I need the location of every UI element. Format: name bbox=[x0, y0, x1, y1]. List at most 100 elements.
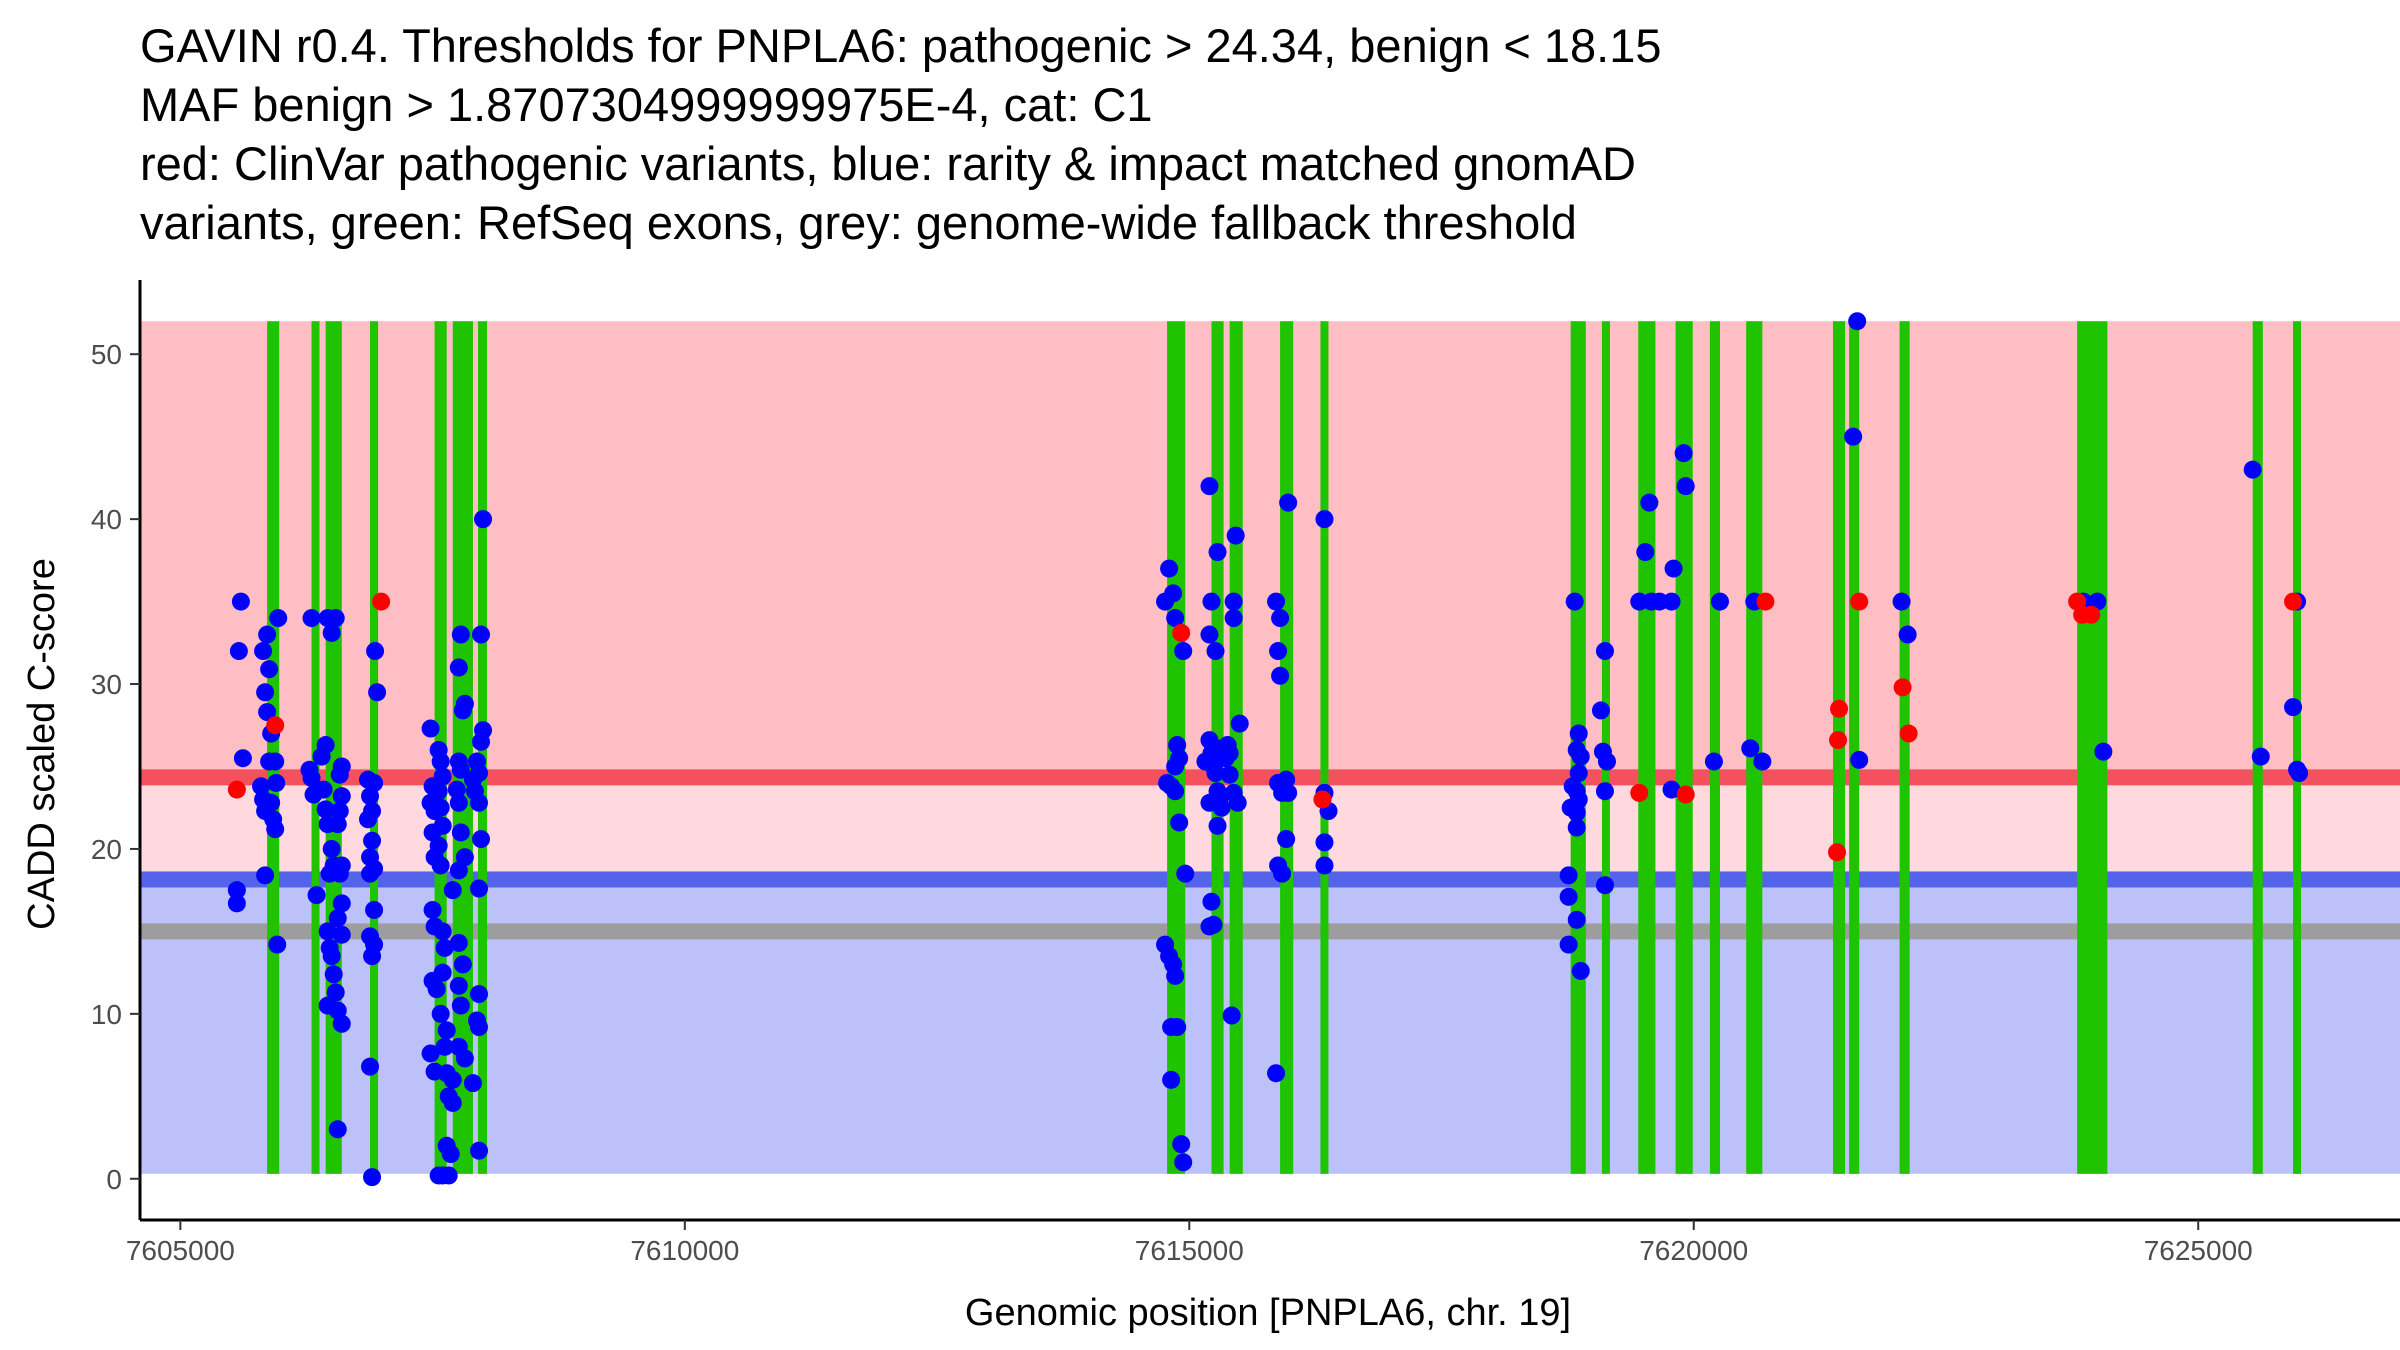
gnomad-point bbox=[1597, 752, 1616, 771]
gnomad-point bbox=[421, 1044, 440, 1063]
clinvar-point bbox=[1830, 699, 1849, 718]
gnomad-point bbox=[1595, 876, 1614, 895]
gnomad-point bbox=[429, 782, 448, 801]
gnomad-point bbox=[1674, 444, 1693, 463]
gnomad-point bbox=[433, 767, 452, 786]
clinvar-point bbox=[2082, 605, 2101, 624]
gnomad-point bbox=[258, 625, 277, 644]
gnomad-point bbox=[470, 764, 488, 783]
clinvar-point bbox=[1893, 678, 1912, 697]
x-tick-label: 7605000 bbox=[126, 1235, 235, 1266]
gnomad-point bbox=[266, 752, 285, 771]
gnomad-point bbox=[322, 839, 341, 858]
gnomad-point bbox=[1202, 592, 1221, 611]
gnomad-point bbox=[1164, 584, 1183, 603]
gnomad-point bbox=[2243, 460, 2262, 479]
gnomad-point bbox=[330, 864, 349, 883]
gnomad-point bbox=[1848, 312, 1867, 331]
gnomad-point bbox=[1273, 864, 1292, 883]
clinvar-point bbox=[372, 592, 391, 611]
gnomad-point bbox=[1271, 666, 1290, 685]
gnomad-point bbox=[302, 769, 321, 788]
gnomad-point bbox=[1567, 818, 1586, 837]
clinvar-point bbox=[1676, 785, 1695, 804]
exon-bar bbox=[1638, 321, 1656, 1174]
gnomad-point bbox=[256, 683, 275, 702]
gnomad-point bbox=[233, 749, 252, 768]
gnomad-point bbox=[1567, 741, 1586, 759]
y-tick-label: 40 bbox=[91, 504, 122, 535]
gnomad-point bbox=[437, 1021, 456, 1040]
gnomad-point bbox=[1559, 866, 1578, 885]
gnomad-point bbox=[365, 859, 384, 878]
gnomad-point bbox=[443, 1093, 462, 1112]
gnomad-point bbox=[1315, 510, 1334, 529]
exon-bar bbox=[1280, 321, 1294, 1174]
gnomad-point bbox=[1222, 1006, 1241, 1025]
gnomad-point bbox=[1166, 966, 1185, 985]
gnomad-point bbox=[1569, 790, 1588, 809]
gnomad-point bbox=[332, 894, 351, 913]
y-tick-label: 30 bbox=[91, 669, 122, 700]
gnomad-point bbox=[266, 820, 285, 839]
gnomad-point bbox=[1206, 764, 1225, 783]
gnomad-point bbox=[453, 955, 472, 974]
gnomad-point bbox=[463, 1074, 482, 1093]
gnomad-point bbox=[1168, 1018, 1187, 1037]
gnomad-point bbox=[431, 752, 450, 771]
gnomad-point bbox=[366, 642, 385, 661]
gnomad-point bbox=[451, 996, 470, 1015]
gnomad-point bbox=[1892, 592, 1911, 611]
gnomad-point bbox=[1898, 625, 1917, 644]
gnomad-point bbox=[1850, 750, 1869, 769]
gnomad-point bbox=[332, 757, 351, 776]
gnomad-point bbox=[1162, 1070, 1181, 1089]
clinvar-point bbox=[1630, 783, 1649, 802]
gnomad-point bbox=[431, 1004, 450, 1023]
gnomad-point bbox=[1595, 782, 1614, 801]
clinvar-point bbox=[1313, 790, 1332, 809]
gnomad-point bbox=[1567, 803, 1586, 822]
gnomad-point bbox=[1565, 592, 1584, 611]
exon-bar bbox=[2252, 321, 2263, 1174]
gnomad-point bbox=[2284, 698, 2303, 717]
gnomad-point bbox=[447, 780, 466, 799]
gnomad-point bbox=[451, 760, 470, 779]
gnomad-point bbox=[227, 881, 246, 900]
gnomad-point bbox=[267, 773, 286, 792]
gnomad-point bbox=[1166, 757, 1185, 776]
title-line-2: MAF benign > 1.8707304999999975E-4, cat:… bbox=[140, 78, 1153, 131]
gnomad-point bbox=[1662, 592, 1681, 611]
clinvar-point bbox=[266, 716, 285, 735]
exon-bar bbox=[1320, 321, 1329, 1174]
gnomad-point bbox=[1267, 1064, 1286, 1083]
gnomad-point bbox=[314, 780, 333, 799]
gnomad-point bbox=[262, 793, 281, 812]
axes-layer: 0 10 20 30 40 50 7605000 7610000 7615000 7620000 7… bbox=[91, 280, 2400, 1266]
gnomad-point bbox=[330, 802, 349, 821]
gnomad-point bbox=[1271, 609, 1290, 628]
gnomad-point bbox=[429, 836, 448, 855]
gnomad-point bbox=[1640, 493, 1659, 512]
gnomad-point bbox=[1710, 592, 1729, 611]
gnomad-point bbox=[443, 1070, 462, 1089]
gnomad-point bbox=[449, 658, 468, 677]
gnomad-point bbox=[1277, 770, 1296, 789]
gnomad-point bbox=[1170, 813, 1189, 832]
gnomad-point bbox=[1664, 559, 1683, 578]
gnomad-point bbox=[443, 881, 462, 900]
gnomad-point bbox=[423, 900, 442, 919]
gnomad-point bbox=[1172, 1135, 1191, 1154]
gnomad-point bbox=[451, 625, 470, 644]
gnomad-point bbox=[1279, 493, 1298, 512]
gnomad-point bbox=[427, 980, 446, 999]
gnomad-point bbox=[472, 732, 491, 751]
gnomad-point bbox=[363, 1168, 382, 1187]
gnomad-point bbox=[332, 787, 351, 806]
gnomad-point bbox=[229, 642, 248, 661]
gnomad-point bbox=[254, 642, 273, 661]
gnomad-point bbox=[431, 798, 450, 817]
gnomad-point bbox=[302, 609, 321, 628]
gnomad-point bbox=[1206, 642, 1225, 661]
gnomad-point bbox=[1230, 714, 1249, 733]
